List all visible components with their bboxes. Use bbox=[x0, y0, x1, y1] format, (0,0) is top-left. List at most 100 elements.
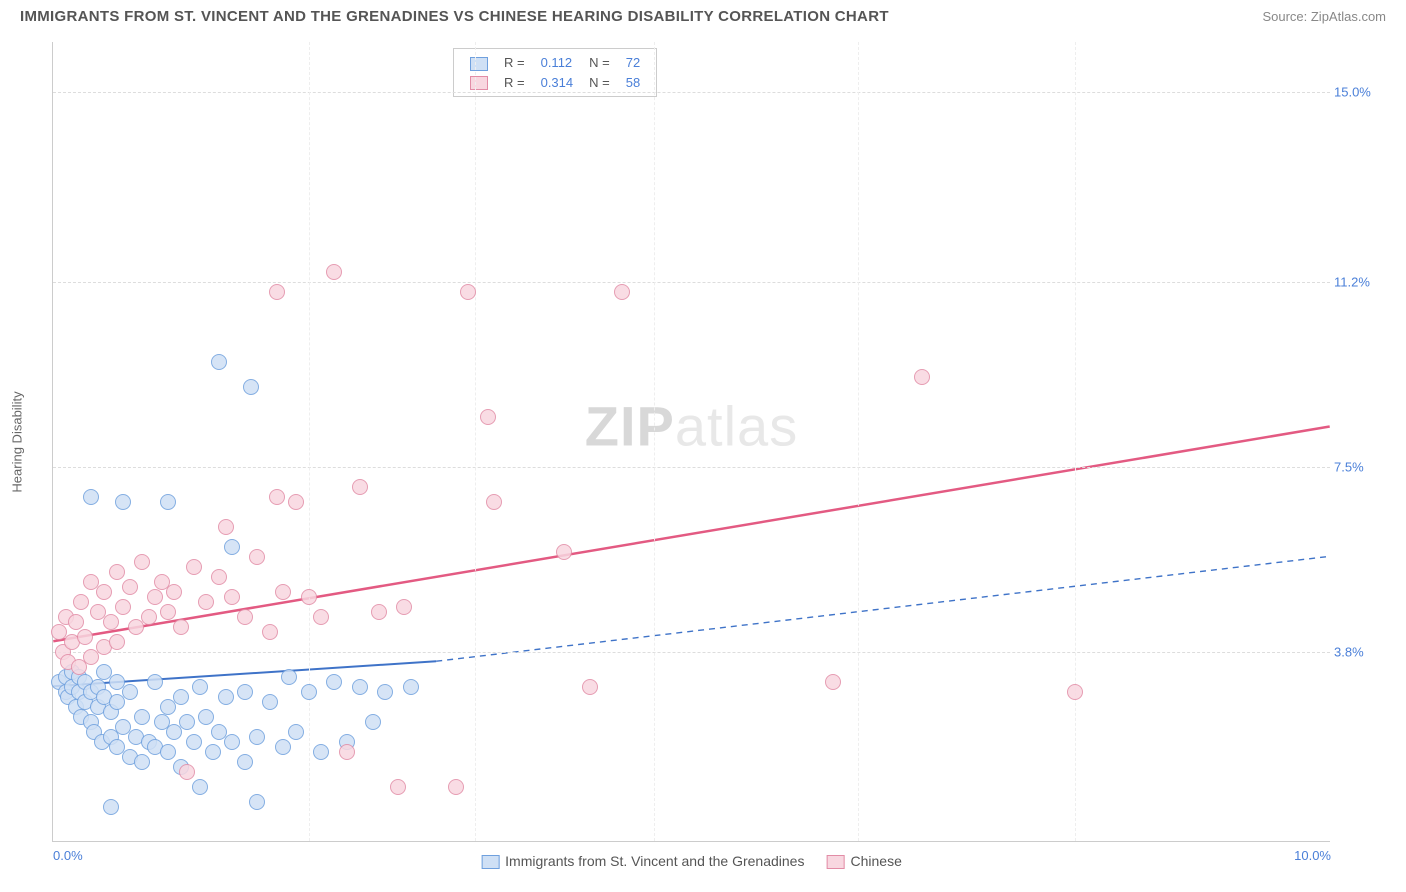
data-point bbox=[134, 554, 150, 570]
data-point bbox=[134, 709, 150, 725]
data-point bbox=[173, 619, 189, 635]
legend-row: R =0.112N =72 bbox=[462, 53, 648, 73]
data-point bbox=[352, 679, 368, 695]
data-point bbox=[486, 494, 502, 510]
trend-line-dashed bbox=[436, 556, 1329, 661]
gridline-horizontal bbox=[53, 282, 1330, 283]
data-point bbox=[83, 489, 99, 505]
data-point bbox=[192, 779, 208, 795]
data-point bbox=[275, 739, 291, 755]
data-point bbox=[301, 684, 317, 700]
data-point bbox=[556, 544, 572, 560]
data-point bbox=[377, 684, 393, 700]
data-point bbox=[914, 369, 930, 385]
x-tick-label: 10.0% bbox=[1294, 848, 1331, 863]
data-point bbox=[365, 714, 381, 730]
y-tick-label: 7.5% bbox=[1334, 460, 1382, 475]
data-point bbox=[218, 519, 234, 535]
y-tick-label: 11.2% bbox=[1334, 275, 1382, 290]
y-axis-label: Hearing Disability bbox=[10, 391, 25, 492]
gridline-horizontal bbox=[53, 467, 1330, 468]
data-point bbox=[313, 609, 329, 625]
data-point bbox=[134, 754, 150, 770]
data-point bbox=[122, 579, 138, 595]
data-point bbox=[448, 779, 464, 795]
data-point bbox=[73, 594, 89, 610]
data-point bbox=[179, 764, 195, 780]
data-point bbox=[224, 734, 240, 750]
data-point bbox=[211, 569, 227, 585]
data-point bbox=[147, 589, 163, 605]
data-point bbox=[825, 674, 841, 690]
data-point bbox=[173, 689, 189, 705]
data-point bbox=[77, 629, 93, 645]
data-point bbox=[403, 679, 419, 695]
data-point bbox=[237, 609, 253, 625]
data-point bbox=[269, 284, 285, 300]
gridline-vertical bbox=[858, 42, 859, 841]
chart-title: IMMIGRANTS FROM ST. VINCENT AND THE GREN… bbox=[20, 8, 889, 25]
data-point bbox=[103, 799, 119, 815]
data-point bbox=[275, 584, 291, 600]
data-point bbox=[160, 744, 176, 760]
trend-lines-layer bbox=[53, 42, 1330, 841]
gridline-vertical bbox=[1075, 42, 1076, 841]
data-point bbox=[288, 724, 304, 740]
data-point bbox=[249, 549, 265, 565]
data-point bbox=[288, 494, 304, 510]
gridline-horizontal bbox=[53, 92, 1330, 93]
data-point bbox=[103, 614, 119, 630]
y-tick-label: 3.8% bbox=[1334, 645, 1382, 660]
data-point bbox=[186, 559, 202, 575]
gridline-horizontal bbox=[53, 652, 1330, 653]
data-point bbox=[109, 634, 125, 650]
data-point bbox=[218, 689, 234, 705]
data-point bbox=[301, 589, 317, 605]
data-point bbox=[281, 669, 297, 685]
data-point bbox=[211, 354, 227, 370]
data-point bbox=[205, 744, 221, 760]
data-point bbox=[582, 679, 598, 695]
data-point bbox=[237, 754, 253, 770]
data-point bbox=[115, 599, 131, 615]
data-point bbox=[249, 729, 265, 745]
data-point bbox=[371, 604, 387, 620]
data-point bbox=[1067, 684, 1083, 700]
legend-item: Immigrants from St. Vincent and the Gren… bbox=[481, 853, 804, 869]
data-point bbox=[352, 479, 368, 495]
data-point bbox=[326, 264, 342, 280]
data-point bbox=[243, 379, 259, 395]
scatter-chart: ZIPatlas R =0.112N =72R =0.314N =58 Hear… bbox=[52, 42, 1386, 842]
series-legend: Immigrants from St. Vincent and the Gren… bbox=[481, 853, 902, 869]
legend-item: Chinese bbox=[826, 853, 901, 869]
data-point bbox=[122, 684, 138, 700]
data-point bbox=[160, 604, 176, 620]
data-point bbox=[390, 779, 406, 795]
data-point bbox=[115, 494, 131, 510]
data-point bbox=[224, 589, 240, 605]
data-point bbox=[192, 679, 208, 695]
y-tick-label: 15.0% bbox=[1334, 85, 1382, 100]
correlation-legend: R =0.112N =72R =0.314N =58 bbox=[453, 48, 657, 97]
data-point bbox=[460, 284, 476, 300]
data-point bbox=[147, 674, 163, 690]
gridline-vertical bbox=[475, 42, 476, 841]
data-point bbox=[160, 494, 176, 510]
data-point bbox=[179, 714, 195, 730]
data-point bbox=[326, 674, 342, 690]
data-point bbox=[249, 794, 265, 810]
data-point bbox=[396, 599, 412, 615]
data-point bbox=[224, 539, 240, 555]
data-point bbox=[198, 594, 214, 610]
data-point bbox=[614, 284, 630, 300]
data-point bbox=[262, 694, 278, 710]
data-point bbox=[96, 584, 112, 600]
data-point bbox=[480, 409, 496, 425]
legend-row: R =0.314N =58 bbox=[462, 73, 648, 93]
data-point bbox=[237, 684, 253, 700]
data-point bbox=[339, 744, 355, 760]
data-point bbox=[141, 609, 157, 625]
data-point bbox=[68, 614, 84, 630]
x-tick-label: 0.0% bbox=[53, 848, 83, 863]
data-point bbox=[166, 584, 182, 600]
